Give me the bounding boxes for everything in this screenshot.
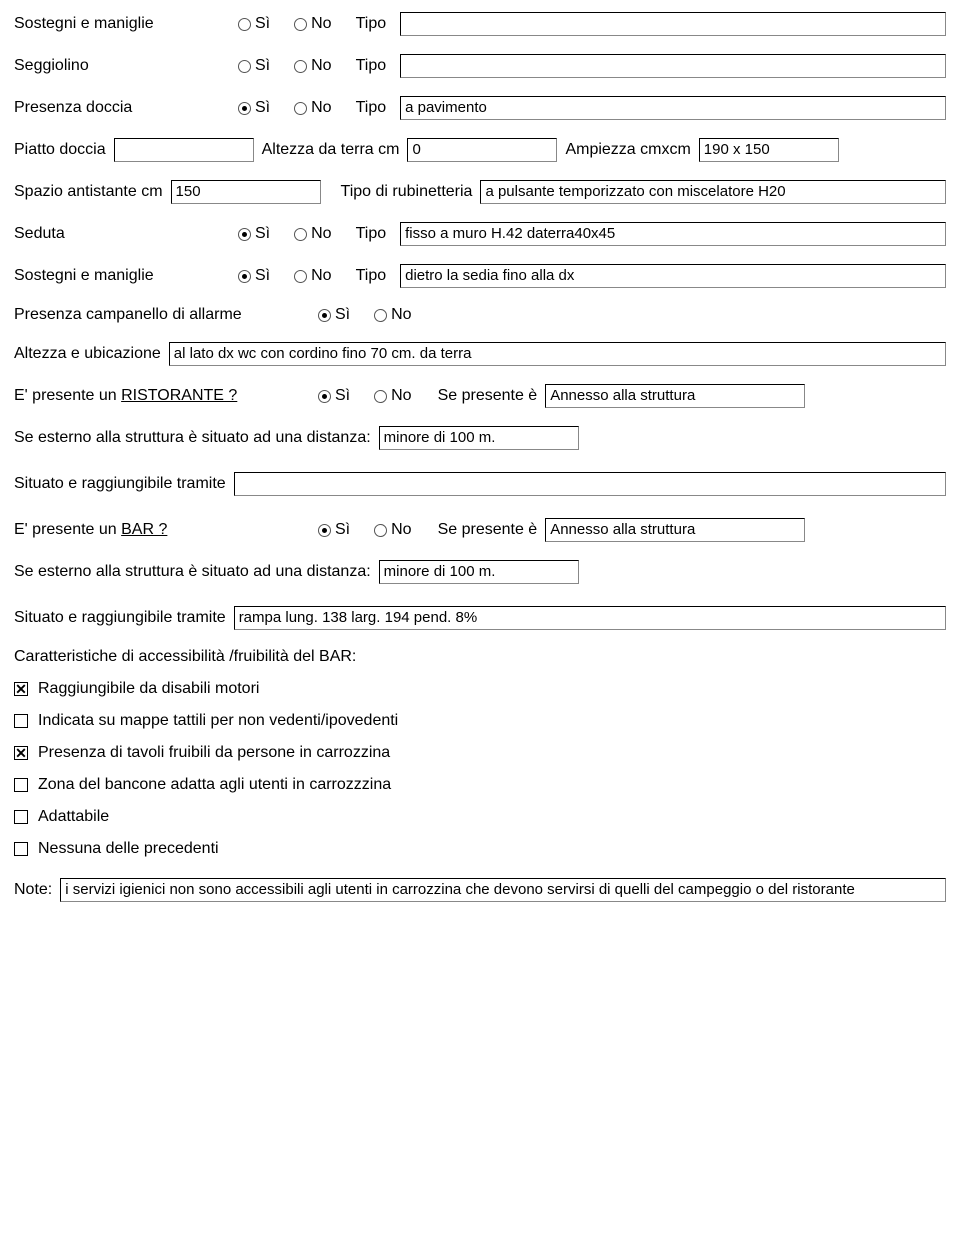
presenza-doccia-label: Presenza doccia <box>14 99 224 117</box>
check-c4-label: Zona del bancone adatta agli utenti in c… <box>38 776 391 794</box>
presenza-doccia-no-radio[interactable]: No <box>294 99 331 117</box>
piatto-doccia-label: Piatto doccia <box>14 141 106 159</box>
seduta-label: Seduta <box>14 225 224 243</box>
note-label: Note: <box>14 881 52 899</box>
se-presente-label: Se presente è <box>438 387 538 405</box>
check-c5-label: Adattabile <box>38 808 109 826</box>
ristorante-distanza-input[interactable]: minore di 100 m. <box>379 426 579 450</box>
bar-se-presente-input[interactable]: Annesso alla struttura <box>545 518 805 542</box>
campanello-si-radio[interactable]: Sì <box>318 306 350 324</box>
ristorante-tramite-input[interactable] <box>234 472 946 496</box>
altezza-ubicazione-input[interactable]: al lato dx wc con cordino fino 70 cm. da… <box>169 342 946 366</box>
tipo-rubinetteria-label: Tipo di rubinetteria <box>341 183 473 201</box>
presenza-doccia-si-radio[interactable]: Sì <box>238 99 270 117</box>
bar-si-radio[interactable]: Sì <box>318 521 350 539</box>
ristorante-no-radio[interactable]: No <box>374 387 411 405</box>
tipo-label: Tipo <box>356 225 387 243</box>
bar-question: E' presente un BAR ? <box>14 521 304 539</box>
sostegni2-label: Sostegni e maniglie <box>14 267 224 285</box>
tipo-label: Tipo <box>356 267 387 285</box>
tipo-label: Tipo <box>356 99 387 117</box>
sostegni1-si-radio[interactable]: Sì <box>238 15 270 33</box>
seduta-tipo-input[interactable]: fisso a muro H.42 daterra40x45 <box>400 222 946 246</box>
note-input[interactable]: i servizi igienici non sono accessibili … <box>60 878 946 902</box>
tipo-label: Tipo <box>356 57 387 75</box>
altezza-terra-input[interactable]: 0 <box>407 138 557 162</box>
tipo-rubinetteria-input[interactable]: a pulsante temporizzato con miscelatore … <box>480 180 946 204</box>
tipo-label: Tipo <box>356 15 387 33</box>
seduta-no-radio[interactable]: No <box>294 225 331 243</box>
seggiolino-tipo-input[interactable] <box>400 54 946 78</box>
ristorante-tramite-label: Situato e raggiungibile tramite <box>14 475 226 493</box>
campanello-no-radio[interactable]: No <box>374 306 411 324</box>
check-c3[interactable]: ✕ <box>14 746 28 760</box>
ristorante-esterno-label: Se esterno alla struttura è situato ad u… <box>14 429 371 447</box>
check-c2-label: Indicata su mappe tattili per non vedent… <box>38 712 398 730</box>
ristorante-si-radio[interactable]: Sì <box>318 387 350 405</box>
seggiolino-no-radio[interactable]: No <box>294 57 331 75</box>
sostegni2-si-radio[interactable]: Sì <box>238 267 270 285</box>
presenza-doccia-tipo-input[interactable]: a pavimento <box>400 96 946 120</box>
altezza-ubicazione-label: Altezza e ubicazione <box>14 345 161 363</box>
sostegni2-no-radio[interactable]: No <box>294 267 331 285</box>
ampiezza-label: Ampiezza cmxcm <box>565 141 690 159</box>
spazio-antistante-label: Spazio antistante cm <box>14 183 163 201</box>
caratt-bar-title: Caratteristiche di accessibilità /fruibi… <box>14 648 946 666</box>
spazio-antistante-input[interactable]: 150 <box>171 180 321 204</box>
bar-no-radio[interactable]: No <box>374 521 411 539</box>
seggiolino-label: Seggiolino <box>14 57 224 75</box>
sostegni1-no-radio[interactable]: No <box>294 15 331 33</box>
ampiezza-input[interactable]: 190 x 150 <box>699 138 839 162</box>
sostegni2-tipo-input[interactable]: dietro la sedia fino alla dx <box>400 264 946 288</box>
bar-distanza-input[interactable]: minore di 100 m. <box>379 560 579 584</box>
check-c1[interactable]: ✕ <box>14 682 28 696</box>
bar-esterno-label: Se esterno alla struttura è situato ad u… <box>14 563 371 581</box>
ristorante-se-presente-input[interactable]: Annesso alla struttura <box>545 384 805 408</box>
seggiolino-si-radio[interactable]: Sì <box>238 57 270 75</box>
seduta-si-radio[interactable]: Sì <box>238 225 270 243</box>
check-c3-label: Presenza di tavoli fruibili da persone i… <box>38 744 390 762</box>
check-c2[interactable] <box>14 714 28 728</box>
se-presente-label: Se presente è <box>438 521 538 539</box>
campanello-label: Presenza campanello di allarme <box>14 306 304 324</box>
check-c4[interactable] <box>14 778 28 792</box>
check-c6[interactable] <box>14 842 28 856</box>
sostegni1-label: Sostegni e maniglie <box>14 15 224 33</box>
ristorante-question: E' presente un RISTORANTE ? <box>14 387 304 405</box>
bar-tramite-label: Situato e raggiungibile tramite <box>14 609 226 627</box>
sostegni1-tipo-input[interactable] <box>400 12 946 36</box>
altezza-terra-label: Altezza da terra cm <box>262 141 400 159</box>
check-c5[interactable] <box>14 810 28 824</box>
piatto-doccia-input[interactable] <box>114 138 254 162</box>
check-c6-label: Nessuna delle precedenti <box>38 840 219 858</box>
check-c1-label: Raggiungibile da disabili motori <box>38 680 259 698</box>
bar-tramite-input[interactable]: rampa lung. 138 larg. 194 pend. 8% <box>234 606 946 630</box>
